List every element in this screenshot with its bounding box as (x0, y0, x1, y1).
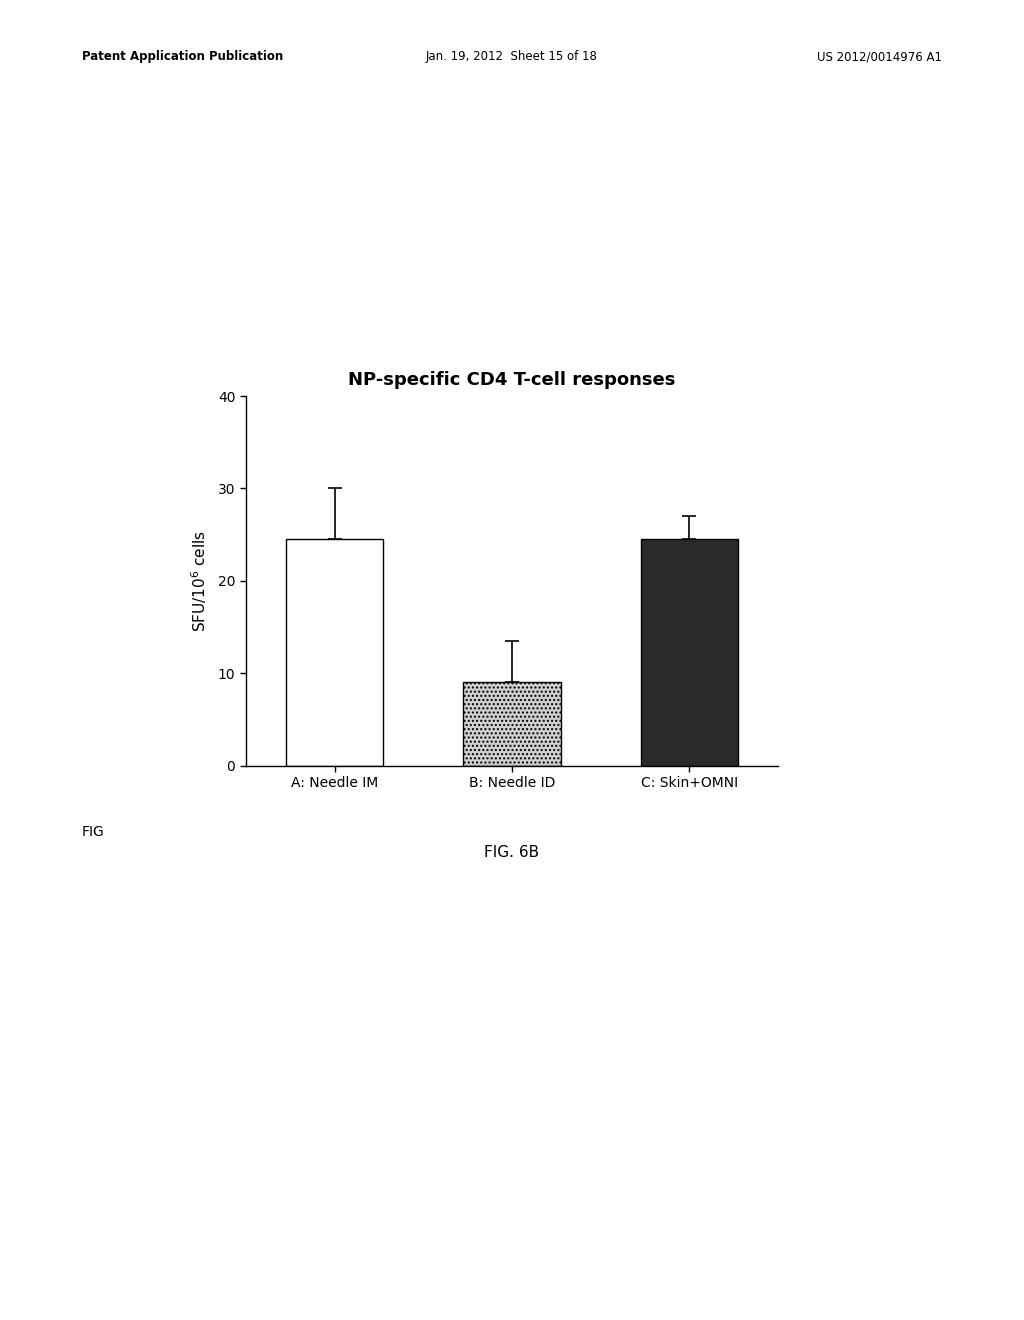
Text: FIG: FIG (82, 825, 104, 840)
Title: NP-specific CD4 T-cell responses: NP-specific CD4 T-cell responses (348, 371, 676, 389)
Text: Patent Application Publication: Patent Application Publication (82, 50, 284, 63)
Y-axis label: SFU/10$^6$ cells: SFU/10$^6$ cells (189, 529, 209, 632)
Bar (286, 539, 383, 766)
Text: FIG. 6B: FIG. 6B (484, 845, 540, 859)
Text: Jan. 19, 2012  Sheet 15 of 18: Jan. 19, 2012 Sheet 15 of 18 (426, 50, 598, 63)
Bar (641, 539, 738, 766)
Text: US 2012/0014976 A1: US 2012/0014976 A1 (817, 50, 942, 63)
Bar (463, 682, 561, 766)
